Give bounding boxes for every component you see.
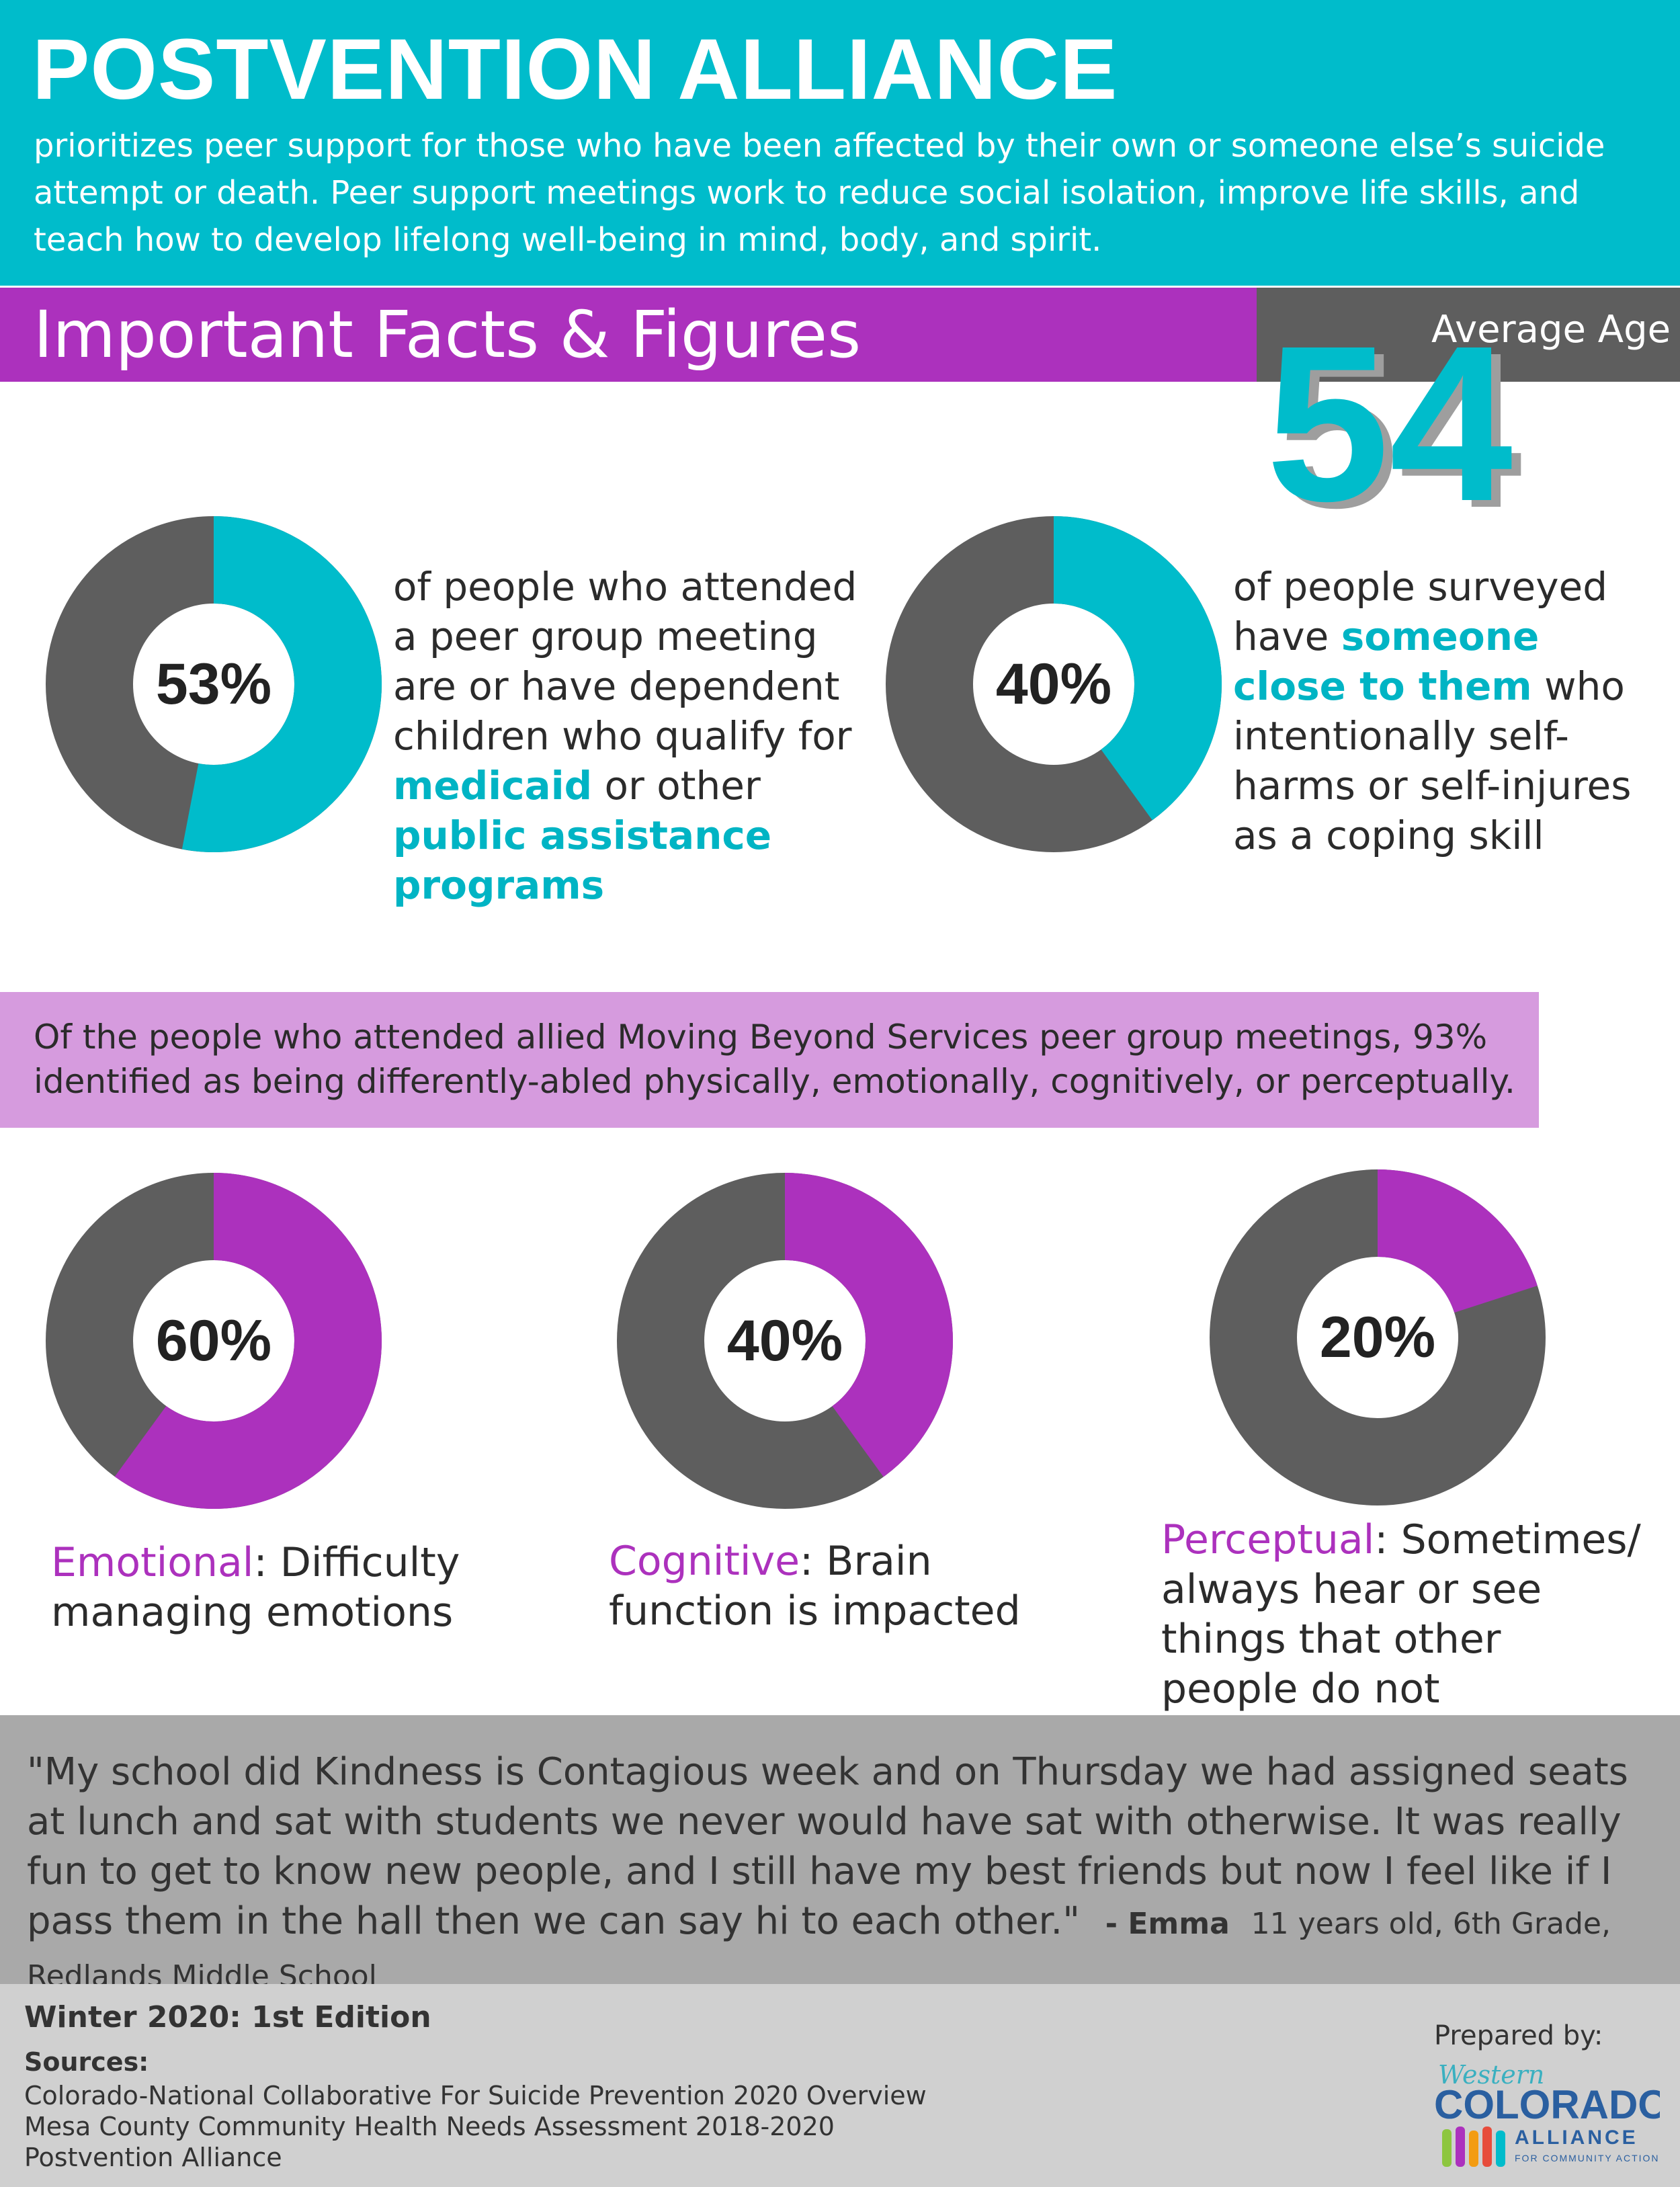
donut-value-arc	[617, 1173, 953, 1509]
average-age-number: 54	[1266, 315, 1514, 530]
category-description: Sometimes/ always hear or see things tha…	[1161, 1516, 1641, 1713]
edition-label: Winter 2020: 1st Edition	[24, 2000, 431, 2034]
donut-svg	[1210, 1169, 1546, 1505]
logo-figure	[1482, 2127, 1492, 2167]
quote-banner	[0, 1715, 1680, 1984]
stat-medicaid-text: of people who attended a peer group meet…	[393, 562, 877, 910]
donut-chart-self-harm: 40%	[886, 516, 1222, 852]
category-colon: :	[1374, 1516, 1388, 1563]
callout-text: Of the people who attended allied Moving…	[34, 1018, 1515, 1101]
testimonial-quote: "My school did Kindness is Contagious we…	[27, 1747, 1667, 2002]
logo-alliance: ALLIANCE	[1515, 2127, 1638, 2149]
facts-banner	[0, 288, 1257, 382]
average-age-label: Average Age	[1431, 308, 1671, 352]
stat-text-part: of people who attended a peer group meet…	[393, 564, 857, 759]
donut-percent-label: 40%	[995, 651, 1112, 716]
donut-chart-perceptual: 20%	[1210, 1169, 1546, 1505]
average-age-value: 54 54	[1266, 315, 1523, 530]
sources-heading: Sources:	[24, 2047, 149, 2077]
source-item: Colorado-National Collaborative For Suic…	[24, 2081, 927, 2110]
average-age-shadow: 54	[1275, 315, 1523, 530]
category-perceptual-text: Perceptual: Sometimes/ always hear or se…	[1161, 1515, 1645, 1714]
quote-author: - Emma	[1105, 1907, 1230, 1941]
donut-value-arc	[46, 1173, 382, 1509]
logo-colorado: COLORADO	[1434, 2082, 1660, 2127]
donut-percent-label: 53%	[155, 651, 272, 716]
donut-value-arc	[1210, 1169, 1546, 1505]
donut-svg	[46, 516, 382, 852]
page-title: POSTVENTION ALLIANCE	[32, 22, 1118, 118]
source-item: Mesa County Community Health Needs Asses…	[24, 2112, 835, 2141]
callout-banner	[0, 992, 1539, 1128]
stat-self-harm-text: of people surveyed have someone close to…	[1233, 562, 1663, 860]
donut-percent-label: 60%	[155, 1308, 272, 1373]
stat-highlight: public assistance programs	[393, 813, 772, 908]
category-description: Brain function is impacted	[609, 1538, 1021, 1635]
logo-western: Western	[1438, 2060, 1544, 2090]
logo-figure	[1496, 2131, 1505, 2167]
stat-text-part: of people surveyed have	[1233, 564, 1608, 659]
western-colorado-alliance-logo: Western COLORADO ALLIANCE FOR COMMUNITY …	[1434, 2060, 1660, 2167]
logo-figure	[1456, 2127, 1465, 2167]
category-cognitive-text: Cognitive: Brain function is impacted	[609, 1536, 1025, 1636]
stat-text-part: or other	[592, 763, 761, 809]
header-description: prioritizes peer support for those who h…	[34, 127, 1605, 259]
logo-figure	[1469, 2131, 1478, 2167]
donut-value-arc	[886, 516, 1222, 852]
donut-chart-emotional: 60%	[46, 1173, 382, 1509]
category-name: Perceptual	[1161, 1516, 1375, 1563]
logo-tagline: FOR COMMUNITY ACTION	[1515, 2153, 1660, 2163]
stat-highlight: medicaid	[393, 763, 593, 809]
category-name: Emotional	[51, 1539, 254, 1586]
quote-body: "My school did Kindness is Contagious we…	[27, 1750, 1628, 1943]
stat-text-part: who intentionally self-harms or self-inj…	[1233, 663, 1632, 858]
donut-chart-cognitive: 40%	[617, 1173, 953, 1509]
donut-value-arc	[46, 516, 382, 852]
source-item: Postvention Alliance	[24, 2143, 282, 2172]
category-colon: :	[253, 1539, 267, 1586]
donut-svg	[617, 1173, 953, 1509]
logo-figure	[1442, 2129, 1452, 2167]
category-emotional-text: Emotional: Difficulty managing emotions	[51, 1538, 468, 1637]
category-colon: :	[800, 1538, 814, 1585]
donut-percent-label: 20%	[1319, 1305, 1436, 1370]
average-age-banner	[1257, 288, 1680, 382]
donut-svg	[886, 516, 1222, 852]
donut-percent-label: 40%	[726, 1308, 843, 1373]
header-banner	[0, 0, 1680, 286]
donut-svg	[46, 1173, 382, 1509]
stat-highlight: someone close to them	[1233, 614, 1540, 709]
facts-title: Important Facts & Figures	[34, 297, 862, 372]
category-description: Difficulty managing emotions	[51, 1539, 460, 1636]
category-name: Cognitive	[609, 1538, 800, 1585]
donut-chart-medicaid: 53%	[46, 516, 382, 852]
footer	[0, 1984, 1680, 2187]
prepared-by-label: Prepared by:	[1434, 2020, 1603, 2051]
